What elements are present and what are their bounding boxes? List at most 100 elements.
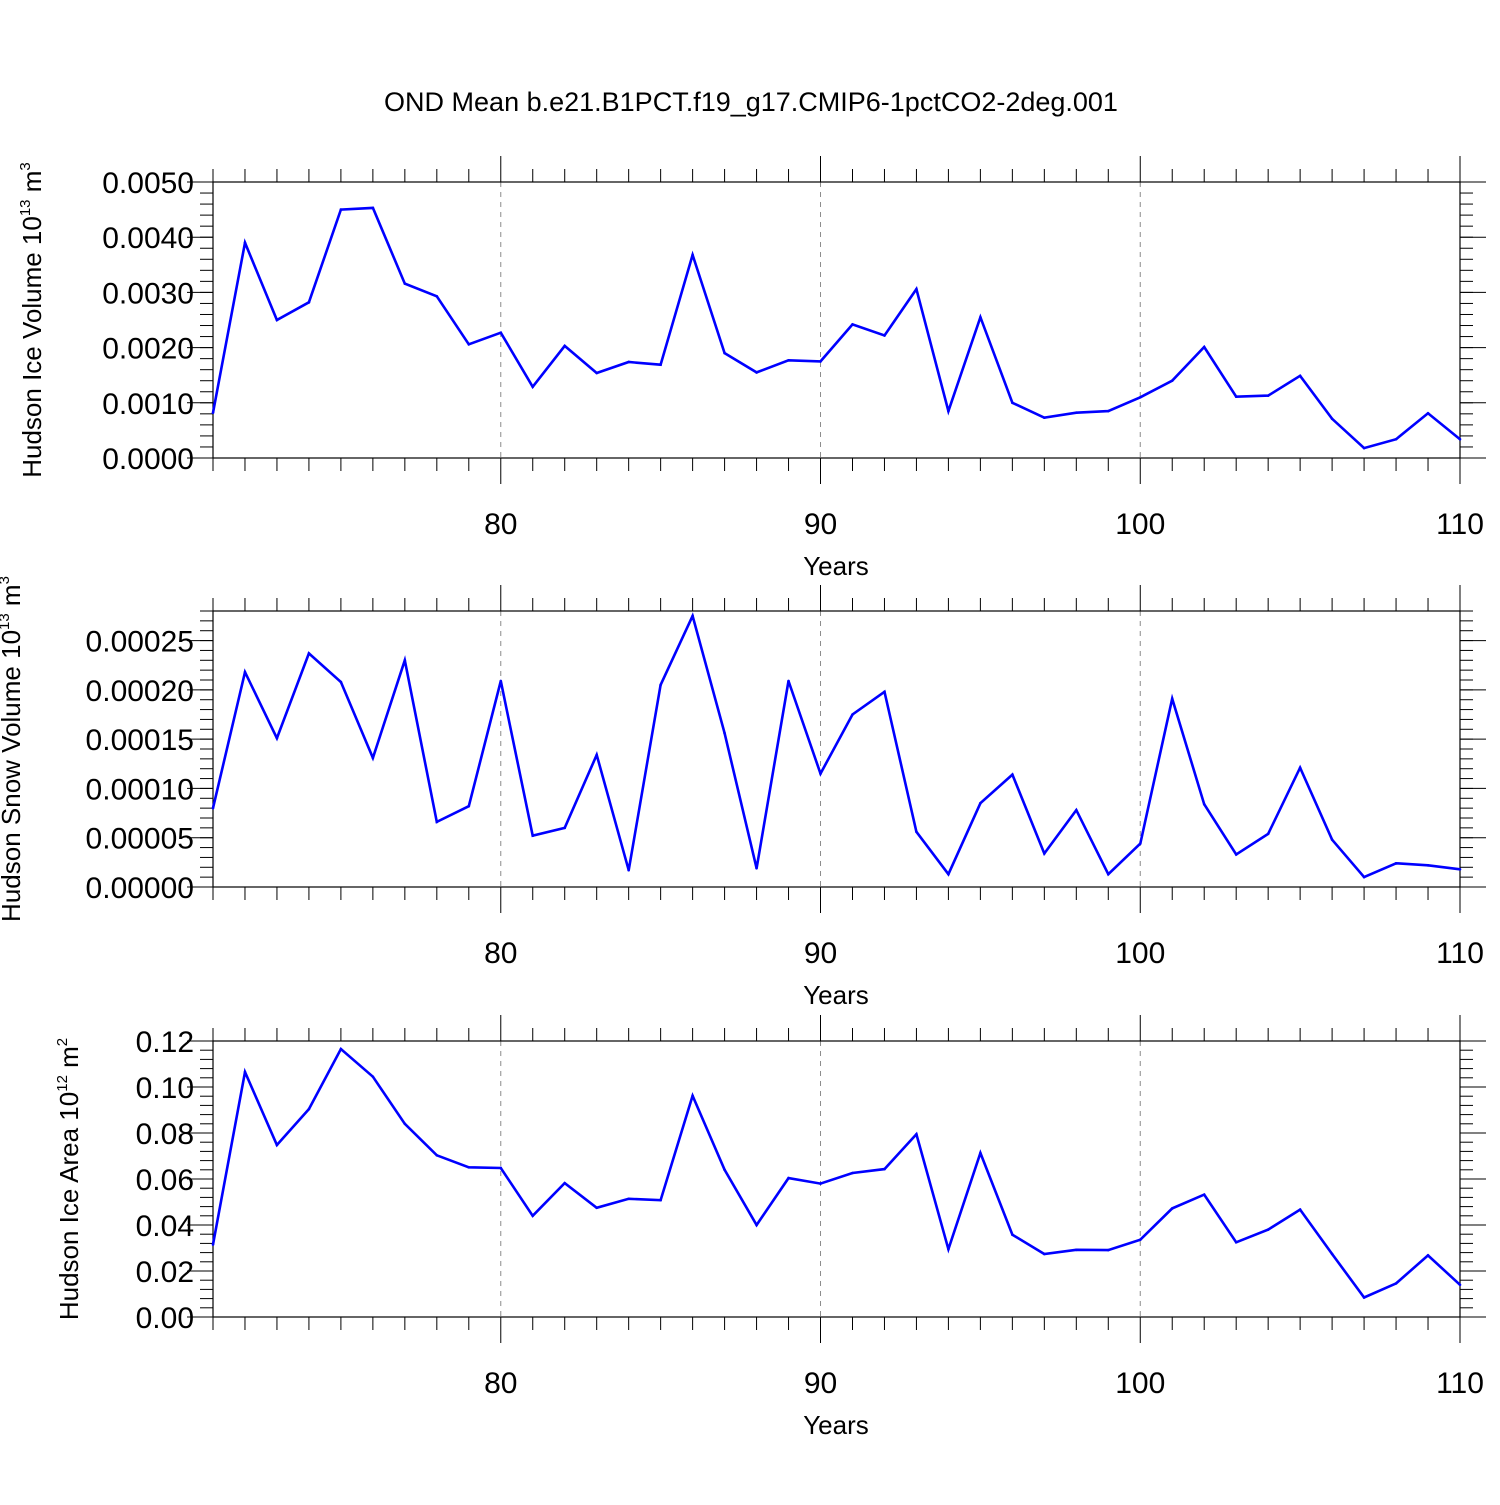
y-tick-label: 0.12: [136, 1026, 194, 1059]
x-tick-label: 80: [484, 1367, 517, 1400]
y-tick-label: 0.00010: [86, 773, 194, 806]
x-axis-label: Years: [803, 551, 869, 581]
data-point: [1426, 411, 1430, 415]
data-point: [275, 1143, 279, 1147]
y-axis-label-sup: 12: [54, 1075, 71, 1092]
series-line: [211, 1046, 1461, 1300]
data-point: [1075, 808, 1078, 812]
data-point: [723, 351, 726, 355]
data-point: [1330, 1252, 1334, 1256]
data-point: [1298, 766, 1302, 770]
data-point: [435, 820, 439, 824]
y-tick-label: 0.10: [136, 1072, 194, 1105]
y-axis-label: Hudson Ice Area 1012 m2: [54, 1038, 84, 1320]
data-point: [659, 683, 662, 687]
data-point: [1234, 853, 1238, 856]
plot-frame: [212, 181, 1461, 459]
data-point: [1075, 1248, 1078, 1252]
y-axis-label-unit: m: [0, 584, 26, 613]
data-point: [1266, 394, 1270, 397]
y-tick-label: 0.0040: [102, 222, 194, 255]
data-point: [1138, 1238, 1142, 1242]
data-point: [691, 614, 694, 618]
panel-1: 0.0000 0.0010 0.0020 0.0030 0.0040 0.0050 80 90…: [17, 156, 1486, 581]
y-tick-label: 0.00015: [86, 724, 194, 757]
y-tick-label: 0.00: [136, 1302, 194, 1335]
data-point: [243, 241, 247, 245]
data-point: [883, 334, 886, 337]
y-axis-label-unit: m: [54, 1046, 84, 1075]
x-tick-label: 100: [1115, 937, 1165, 970]
data-point: [627, 1197, 630, 1201]
data-point: [1011, 773, 1014, 776]
y-tick-label: 0.0020: [102, 333, 194, 366]
data-point: [1170, 379, 1174, 383]
data-point: [787, 358, 790, 362]
y-tick-label: 0.00005: [86, 823, 194, 856]
x-tick-label: 100: [1115, 1367, 1165, 1400]
data-point: [1362, 446, 1366, 450]
data-point: [563, 344, 567, 348]
data-point: [947, 872, 950, 876]
data-point: [1075, 411, 1078, 415]
data-point: [435, 1154, 439, 1157]
chart-panels: 0.0000 0.0010 0.0020 0.0030 0.0040 0.0050 80 90…: [0, 156, 1486, 1440]
data-point: [435, 294, 439, 298]
data-point: [979, 315, 982, 319]
x-tick-label: 110: [1436, 1367, 1484, 1400]
data-point: [979, 1151, 982, 1155]
data-point: [595, 371, 598, 375]
x-tick-label: 90: [804, 937, 837, 970]
data-point: [1426, 864, 1430, 867]
data-point: [1362, 875, 1366, 879]
data-point: [499, 331, 503, 334]
data-point: [851, 323, 854, 326]
y-tick-label: 0.04: [136, 1210, 194, 1243]
y-axis-label-unit-sup: 2: [54, 1038, 71, 1046]
data-point: [659, 363, 662, 367]
y-axis-label-main: Hudson Ice Volume 10: [17, 216, 47, 478]
y-tick-label: 0.0030: [102, 277, 194, 310]
data-point: [275, 318, 279, 322]
y-axis-label: Hudson Ice Volume 1013 m3: [17, 162, 47, 478]
y-tick-label: 0.00000: [86, 872, 194, 905]
data-point: [787, 1176, 790, 1180]
data-point: [1298, 1208, 1302, 1211]
chart-title: OND Mean b.e21.B1PCT.f19_g17.CMIP6-1pctC…: [384, 87, 1118, 117]
data-point: [1330, 838, 1334, 841]
data-point: [1362, 1296, 1366, 1299]
y-axis-label-main: Hudson Ice Area 10: [54, 1092, 84, 1320]
data-point: [1394, 862, 1398, 865]
data-point: [371, 756, 375, 760]
y-tick-label: 0.00020: [86, 675, 194, 708]
data-point: [1106, 872, 1110, 876]
data-point: [1043, 1252, 1046, 1256]
data-point: [1298, 374, 1302, 378]
data-point: [755, 1223, 758, 1227]
data-point: [1138, 842, 1142, 845]
data-point: [1394, 1282, 1398, 1285]
data-point: [307, 652, 311, 655]
data-point: [1202, 802, 1206, 806]
data-point: [499, 1166, 503, 1170]
y-tick-label: 0.0050: [102, 167, 194, 200]
data-point: [307, 301, 311, 304]
data-point: [915, 287, 918, 291]
data-point: [1202, 345, 1206, 349]
data-point: [947, 1247, 950, 1251]
panel-3: 0.00 0.02 0.04 0.06 0.08 0.10 0.12 80 90 100 110 Ye…: [54, 1015, 1486, 1440]
x-tick-label: 90: [804, 1367, 837, 1400]
data-point: [403, 282, 407, 285]
data-point: [659, 1198, 662, 1202]
data-point: [1266, 1228, 1270, 1231]
y-axis-label-unit: m: [17, 171, 47, 200]
data-point: [403, 1122, 407, 1126]
data-point: [1011, 1233, 1014, 1236]
data-point: [1202, 1193, 1206, 1196]
data-point: [915, 830, 918, 834]
x-axis-label: Years: [803, 980, 869, 1010]
data-point: [851, 713, 854, 716]
data-point: [531, 385, 535, 389]
data-point: [883, 1167, 886, 1171]
